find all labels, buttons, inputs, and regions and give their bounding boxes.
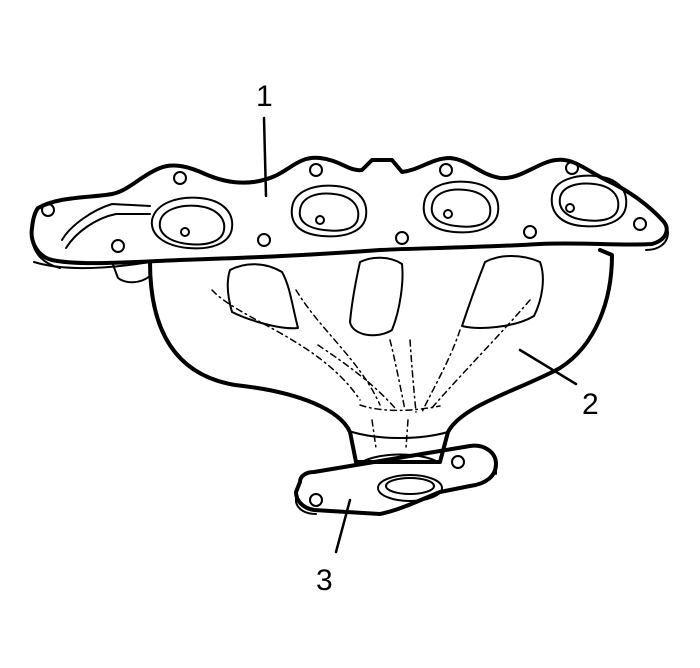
callout-3: 3: [316, 564, 333, 597]
stud-hole: [395, 231, 409, 245]
callout-1: 1: [256, 80, 273, 113]
leader-line-1: [262, 116, 268, 198]
sensor-pipe: [61, 203, 151, 249]
stud-hole: [565, 161, 579, 175]
outlet-flange: [294, 443, 498, 516]
stud-hole: [41, 203, 55, 217]
stud-hole: [111, 239, 125, 253]
flange-bolt-hole: [451, 455, 465, 469]
stud-hole: [439, 163, 453, 177]
port-1: [150, 196, 234, 250]
runner-opening-3: [461, 255, 544, 329]
stud-hole: [257, 233, 271, 247]
manifold-gasket: [29, 155, 669, 269]
port-4: [550, 174, 628, 228]
flange-bolt-hole: [309, 493, 323, 507]
stud-hole: [173, 171, 187, 185]
stud-hole: [633, 217, 647, 231]
flange-bore: [377, 474, 443, 502]
leader-line-3: [334, 498, 352, 554]
port-2: [290, 184, 368, 238]
leader-line-2: [518, 348, 578, 386]
stud-hole: [309, 163, 323, 177]
stud-hole: [523, 225, 537, 239]
runner-opening-1: [226, 263, 299, 330]
runner-opening-2: [349, 256, 404, 337]
port-3: [422, 180, 500, 234]
callout-2: 2: [582, 388, 599, 421]
manifold-body: [33, 248, 614, 464]
